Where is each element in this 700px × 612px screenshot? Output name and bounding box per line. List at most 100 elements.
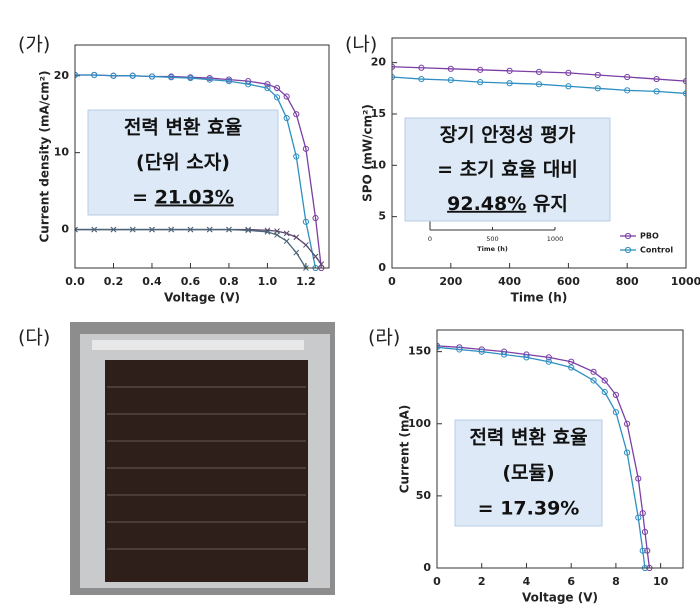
- legend-label: PBO: [640, 232, 659, 241]
- marker: [273, 84, 281, 92]
- marker: [91, 226, 98, 233]
- y-tick-label: 15: [371, 107, 386, 120]
- plot-frame: [74, 44, 330, 269]
- y-axis-label: Current (mA): [398, 405, 412, 494]
- x-tick-label: 0.2: [104, 275, 124, 288]
- y-tick-label: 0: [378, 261, 386, 274]
- y-tick-label: 100: [408, 417, 431, 430]
- annotation-line: (단위 소자): [136, 151, 230, 173]
- y-tick-label: 10: [371, 158, 387, 171]
- marker: [418, 75, 425, 83]
- y-tick-label: 20: [371, 56, 387, 69]
- y-tick-label: 10: [54, 146, 70, 159]
- annotation-line: = 21.03%: [132, 186, 234, 208]
- x-tick-label: 0: [433, 575, 441, 588]
- marker: [623, 449, 631, 456]
- marker: [226, 226, 232, 233]
- annotation-text: 장기 안정성 평가: [440, 124, 576, 146]
- marker: [682, 78, 686, 85]
- marker: [187, 226, 194, 233]
- marker: [635, 475, 642, 482]
- y-axis-label: Current density (mA/cm²): [38, 70, 52, 242]
- x-tick-label: 800: [616, 275, 639, 288]
- series-line: [437, 346, 646, 569]
- marker: [477, 79, 484, 86]
- marker: [283, 230, 290, 237]
- series-line: [75, 228, 307, 269]
- marker: [635, 514, 642, 521]
- marker: [318, 261, 325, 268]
- legend-marker: [624, 246, 632, 254]
- x-tick-label: 2: [478, 575, 486, 588]
- marker: [148, 73, 156, 80]
- marker: [653, 88, 660, 95]
- marker: [110, 72, 117, 79]
- electrode: [92, 340, 304, 350]
- marker: [293, 234, 300, 241]
- marker: [568, 358, 575, 365]
- marker: [447, 76, 454, 84]
- marker: [293, 111, 300, 118]
- annotation-text: 전력 변환 효율: [124, 116, 242, 138]
- annotation-text: = 초기 효율 대비: [437, 158, 578, 180]
- marker: [91, 71, 98, 79]
- x-tick-label: 6: [567, 575, 575, 588]
- marker: [601, 377, 608, 384]
- marker: [245, 226, 252, 233]
- inset-tick-label: 1000: [547, 235, 564, 243]
- series-line: [75, 228, 322, 265]
- marker: [590, 368, 597, 375]
- x-axis-label: Time (h): [511, 291, 568, 305]
- marker: [500, 351, 508, 358]
- marker: [206, 226, 213, 233]
- marker: [682, 90, 686, 97]
- marker: [273, 94, 281, 101]
- annotation-line: 장기 안정성 평가: [440, 124, 576, 146]
- photo: (다): [18, 322, 335, 595]
- marker: [565, 83, 572, 90]
- marker: [75, 226, 78, 233]
- x-tick-label: 0: [388, 275, 396, 288]
- marker: [168, 74, 175, 81]
- marker: [612, 409, 620, 416]
- y-tick-label: 50: [416, 489, 432, 502]
- annotation-box: [87, 109, 279, 216]
- annotation-line: 전력 변환 효율: [124, 116, 242, 138]
- plot-frame: [436, 329, 684, 569]
- x-tick-label: 8: [612, 575, 620, 588]
- x-tick-label: 0.0: [65, 275, 85, 288]
- x-tick-label: 200: [439, 275, 462, 288]
- marker: [601, 388, 608, 396]
- marker: [129, 72, 136, 79]
- marker: [506, 80, 513, 87]
- panel-label: (가): [18, 34, 50, 56]
- inset-tick-label: 500: [486, 235, 498, 243]
- marker: [129, 226, 136, 233]
- marker: [639, 547, 646, 554]
- annotation-text: = 17.39%: [478, 497, 580, 519]
- marker: [418, 64, 425, 71]
- marker: [535, 68, 543, 75]
- plot: [392, 63, 686, 97]
- annotation-text: (단위 소자): [136, 151, 230, 173]
- x-axis-label: Voltage (V): [522, 591, 598, 605]
- y-tick-label: 150: [408, 345, 431, 358]
- marker: [594, 71, 601, 79]
- marker: [293, 249, 300, 256]
- inset-tick-label: 0: [428, 235, 432, 243]
- marker: [283, 93, 290, 100]
- marker: [644, 547, 651, 554]
- marker: [392, 73, 396, 81]
- annotation-text: 92.48%: [447, 192, 526, 214]
- scribe-lines: [107, 386, 306, 550]
- marker: [623, 420, 631, 427]
- legend-label: Control: [640, 246, 673, 255]
- x-axis-label: Voltage (V): [164, 291, 240, 305]
- annotation-text: =: [132, 186, 155, 208]
- marker: [447, 65, 454, 72]
- marker: [565, 69, 572, 77]
- marker: [594, 85, 601, 92]
- marker: [302, 145, 310, 152]
- panel-label: (다): [18, 327, 50, 349]
